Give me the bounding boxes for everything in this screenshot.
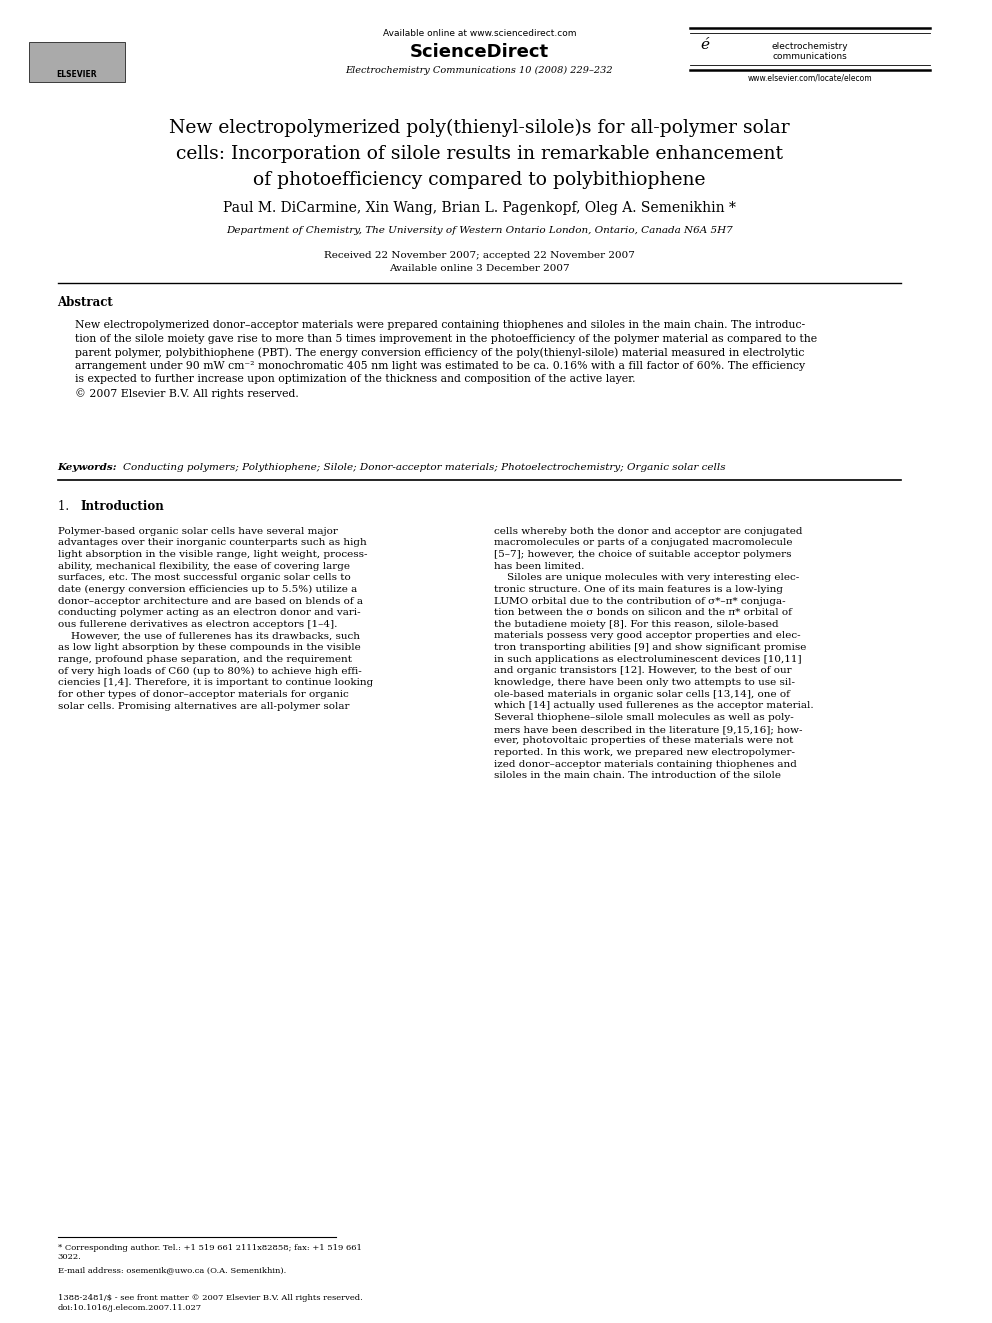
Text: Department of Chemistry, The University of Western Ontario London, Ontario, Cana: Department of Chemistry, The University … [226,226,733,234]
Text: electrochemistry: electrochemistry [772,42,848,50]
Text: Introduction: Introduction [80,500,165,513]
Text: 1388-2481/$ - see front matter © 2007 Elsevier B.V. All rights reserved.
doi:10.: 1388-2481/$ - see front matter © 2007 El… [58,1294,362,1311]
Text: é: é [700,38,709,52]
Text: Keywords:: Keywords: [58,463,117,472]
Text: Available online at www.sciencedirect.com: Available online at www.sciencedirect.co… [383,29,576,37]
Bar [29,42,125,82]
Text: E-mail address: osemenik@uwo.ca (O.A. Semenikhin).: E-mail address: osemenik@uwo.ca (O.A. Se… [58,1266,286,1274]
Text: ELSEVIER: ELSEVIER [57,70,97,78]
Text: * Corresponding author. Tel.: +1 519 661 2111x82858; fax: +1 519 661
3022.: * Corresponding author. Tel.: +1 519 661… [58,1244,361,1261]
Text: ScienceDirect: ScienceDirect [410,42,549,61]
Text: cells whereby both the donor and acceptor are conjugated
macromolecules or parts: cells whereby both the donor and accepto… [494,527,813,781]
Text: www.elsevier.com/locate/elecom: www.elsevier.com/locate/elecom [748,74,872,82]
Text: Received 22 November 2007; accepted 22 November 2007
Available online 3 December: Received 22 November 2007; accepted 22 N… [324,251,635,273]
Text: Abstract: Abstract [58,296,113,310]
Text: New electropolymerized poly(thienyl-silole)s for all-polymer solar
cells: Incorp: New electropolymerized poly(thienyl-silo… [169,119,790,189]
Text: communications: communications [773,53,847,61]
Text: Electrochemistry Communications 10 (2008) 229–232: Electrochemistry Communications 10 (2008… [345,66,613,74]
Text: 1.: 1. [58,500,72,513]
Text: Conducting polymers; Polythiophene; Silole; Donor-acceptor materials; Photoelect: Conducting polymers; Polythiophene; Silo… [123,463,725,472]
Text: Polymer-based organic solar cells have several major
advantages over their inorg: Polymer-based organic solar cells have s… [58,527,373,710]
Text: Paul M. DiCarmine, Xin Wang, Brian L. Pagenkopf, Oleg A. Semenikhin *: Paul M. DiCarmine, Xin Wang, Brian L. Pa… [223,201,736,214]
Text: New electropolymerized donor–acceptor materials were prepared containing thiophe: New electropolymerized donor–acceptor ma… [74,320,816,398]
